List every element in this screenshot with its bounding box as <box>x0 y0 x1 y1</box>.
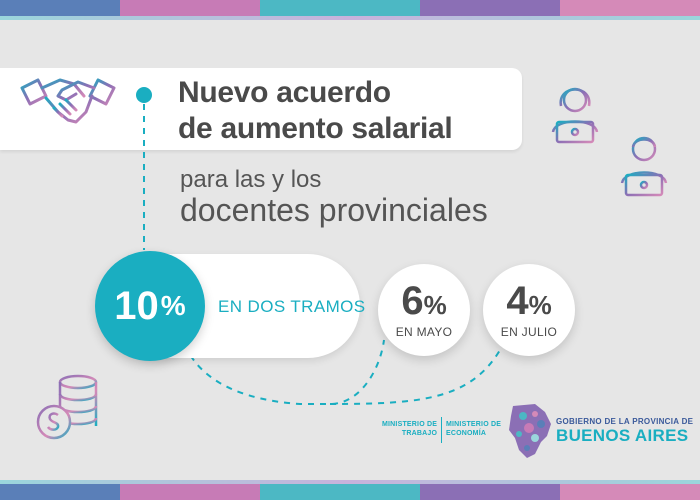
timeline-dot <box>136 87 152 103</box>
handshake-icon <box>20 78 116 124</box>
total-number: 10 <box>114 283 159 328</box>
subtitle-line-2: docentes provinciales <box>180 192 488 228</box>
tramo-julio-label: EN JULIO <box>500 325 558 339</box>
ministerio-economia: MINISTERIO DE ECONOMÍA <box>446 420 501 438</box>
tramo-mayo-label: EN MAYO <box>395 325 453 339</box>
gobierno-label: GOBIERNO DE LA PROVINCIA DE <box>556 417 694 426</box>
bottom-stripe <box>0 484 700 500</box>
bottom-stripe-accent <box>0 480 700 484</box>
total-unit: % <box>160 290 186 321</box>
tramo-mayo-circle: 6% EN MAYO <box>378 264 470 356</box>
ministerio-trabajo-line-2: TRABAJO <box>401 430 438 438</box>
tramos-label: EN DOS TRAMOS <box>218 297 366 316</box>
top-stripe-accent <box>0 16 700 20</box>
total-circle: 10% <box>95 251 205 361</box>
buenos-aires-label: BUENOS AIRES <box>556 426 689 445</box>
title-line-1: Nuevo acuerdo <box>178 76 391 109</box>
teacher-laptop-icon <box>543 87 607 146</box>
tramo-mayo-number: 6 <box>401 279 424 323</box>
tramo-julio-unit: % <box>528 290 552 320</box>
coins-icon <box>36 374 98 440</box>
teacher-laptop-icon <box>612 136 676 199</box>
subtitle-line-1: para las y los <box>180 166 322 193</box>
tramo-julio-number: 4 <box>506 279 529 323</box>
top-stripe <box>0 0 700 16</box>
ministerio-economia-line-2: ECONOMÍA <box>446 430 487 438</box>
tramo-julio-circle: 4% EN JULIO <box>483 264 575 356</box>
ministerio-trabajo: MINISTERIO DE TRABAJO <box>382 420 437 438</box>
province-map-logo-icon <box>509 404 551 458</box>
tramo-mayo-unit: % <box>423 290 447 320</box>
ministerio-economia-line-1: MINISTERIO DE <box>446 421 502 428</box>
ministerio-trabajo-line-1: MINISTERIO DE <box>382 421 438 428</box>
ministry-divider <box>441 417 442 443</box>
title-line-2: de aumento salarial <box>178 112 453 145</box>
